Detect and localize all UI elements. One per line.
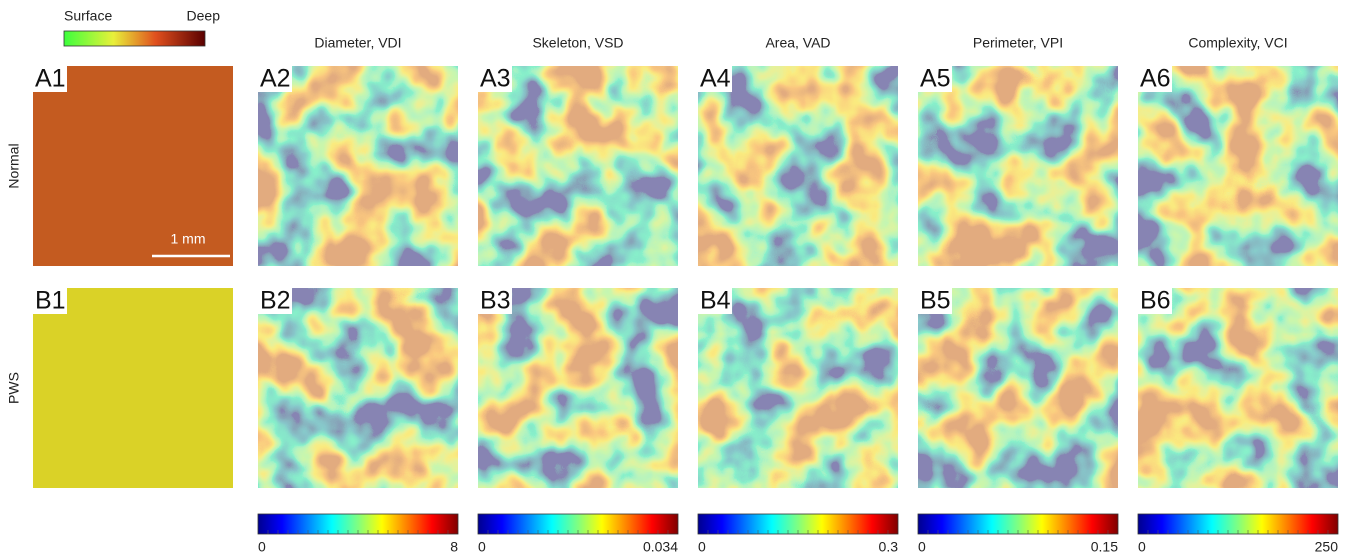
panel-label-box	[33, 66, 67, 92]
column-title: Perimeter, VPI	[973, 35, 1063, 51]
colorbar-min: 0	[698, 539, 706, 555]
panel-label: B3	[480, 287, 511, 315]
depth-colorbar	[63, 30, 206, 47]
legend-right: Deep	[187, 8, 221, 24]
vessels	[478, 66, 678, 266]
panel-label: B4	[700, 287, 731, 315]
vessels	[918, 288, 1118, 488]
vessels	[698, 288, 898, 488]
column-title: Skeleton, VSD	[532, 35, 623, 51]
panel-label: A6	[1140, 65, 1171, 93]
vessels	[258, 66, 458, 266]
vessels	[918, 66, 1118, 266]
panel-label-box	[258, 66, 292, 92]
panel-label: B2	[260, 287, 291, 315]
panel-label-box	[258, 288, 292, 314]
panel-label-box	[698, 66, 732, 92]
panel-label: B6	[1140, 287, 1171, 315]
vessels	[33, 66, 233, 266]
colorbar-max: 8	[450, 539, 458, 555]
colorbar-min: 0	[918, 539, 926, 555]
panel-label-box	[33, 288, 67, 314]
colorbar-min: 0	[1138, 539, 1146, 555]
panel-label: A3	[480, 65, 511, 93]
vessels	[1138, 66, 1338, 266]
colorbar-min: 0	[258, 539, 266, 555]
panel-label-box	[478, 66, 512, 92]
colorbar-min: 0	[478, 539, 486, 555]
vessels	[1138, 288, 1338, 488]
vessels	[478, 288, 678, 488]
vessels	[33, 288, 233, 488]
vessels	[698, 66, 898, 266]
panel-label-box	[918, 66, 952, 92]
column-title: Diameter, VDI	[314, 35, 401, 51]
panel-label-box	[1138, 288, 1172, 314]
row-label: PWS	[6, 372, 22, 404]
panel-label: A1	[35, 65, 66, 93]
panel-label-box	[1138, 66, 1172, 92]
panel-label: A4	[700, 65, 731, 93]
column-title: Complexity, VCI	[1188, 35, 1287, 51]
colorbar-max: 0.034	[643, 539, 678, 555]
colorbar-max: 0.3	[879, 539, 899, 555]
colorbar-max: 0.15	[1091, 539, 1118, 555]
scale-bar-label: 1 mm	[171, 231, 206, 247]
panel-label: A5	[920, 65, 951, 93]
legend-left: Surface	[64, 8, 112, 24]
panel-label-box	[698, 288, 732, 314]
vessels	[258, 288, 458, 488]
panel-label: B5	[920, 287, 951, 315]
colorbar-max: 250	[1315, 539, 1339, 555]
row-label: Normal	[6, 143, 22, 188]
column-title: Area, VAD	[765, 35, 830, 51]
panel-label: A2	[260, 65, 291, 93]
panel-label-box	[918, 288, 952, 314]
panel-label: B1	[35, 287, 66, 315]
panel-label-box	[478, 288, 512, 314]
